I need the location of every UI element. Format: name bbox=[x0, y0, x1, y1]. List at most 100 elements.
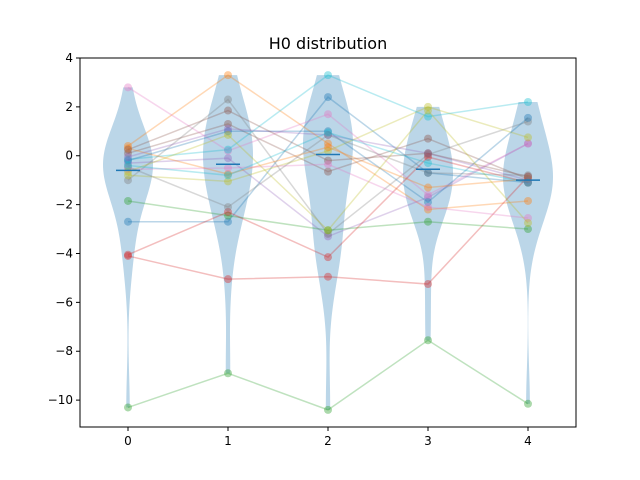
data-point bbox=[324, 128, 332, 137]
y-tick-label: −2 bbox=[55, 198, 73, 212]
series-points bbox=[124, 71, 532, 414]
data-point bbox=[324, 130, 332, 139]
series-line-15 bbox=[127, 109, 529, 178]
y-axis: 4 2 0 −2 −4 −6 −8 −10 bbox=[48, 51, 80, 407]
x-tick-label: 3 bbox=[424, 434, 432, 448]
data-point bbox=[524, 97, 532, 106]
y-tick-label: −6 bbox=[55, 295, 73, 309]
x-tick-label: 2 bbox=[324, 434, 332, 448]
series-line-14 bbox=[127, 128, 529, 181]
data-point bbox=[524, 172, 532, 181]
series-line-3 bbox=[127, 176, 529, 285]
data-point bbox=[124, 167, 132, 176]
series-line-8 bbox=[127, 106, 529, 183]
x-tick-label: 4 bbox=[524, 434, 532, 448]
data-point bbox=[224, 119, 232, 128]
data-point bbox=[324, 143, 332, 152]
data-point bbox=[524, 171, 532, 180]
chart-title: H0 distribution bbox=[269, 34, 387, 53]
data-point bbox=[324, 156, 332, 165]
data-point bbox=[424, 336, 432, 345]
data-point bbox=[324, 146, 332, 155]
data-point bbox=[124, 145, 132, 154]
data-point bbox=[424, 134, 432, 143]
data-point bbox=[424, 112, 432, 121]
data-point bbox=[324, 130, 332, 139]
data-point bbox=[324, 167, 332, 176]
series-line-12 bbox=[127, 200, 529, 232]
data-point bbox=[324, 127, 332, 136]
data-point bbox=[224, 170, 232, 179]
data-point bbox=[524, 174, 532, 183]
series-line-7 bbox=[127, 98, 529, 236]
data-point bbox=[424, 280, 432, 289]
violin-1 bbox=[203, 75, 253, 374]
data-point bbox=[124, 171, 132, 180]
data-point bbox=[424, 190, 432, 199]
data-point bbox=[224, 154, 232, 163]
data-point bbox=[524, 139, 532, 148]
data-point bbox=[524, 117, 532, 126]
data-point bbox=[524, 172, 532, 181]
data-point bbox=[124, 159, 132, 168]
series-line-17 bbox=[127, 134, 529, 208]
data-point bbox=[424, 203, 432, 212]
data-point bbox=[224, 203, 232, 212]
data-point bbox=[424, 150, 432, 159]
data-point bbox=[124, 156, 132, 165]
data-point bbox=[424, 159, 432, 168]
data-point bbox=[424, 217, 432, 226]
data-point bbox=[124, 152, 132, 161]
median-markers bbox=[116, 153, 540, 181]
data-point bbox=[424, 149, 432, 158]
data-point bbox=[224, 124, 232, 133]
data-point bbox=[224, 146, 232, 155]
series-line-10 bbox=[127, 117, 529, 204]
data-point bbox=[324, 71, 332, 80]
data-point bbox=[424, 152, 432, 161]
series-line-16 bbox=[127, 163, 529, 219]
data-point bbox=[324, 229, 332, 238]
data-point bbox=[224, 207, 232, 216]
y-tick-label: −10 bbox=[48, 393, 73, 407]
series-line-1 bbox=[127, 74, 529, 211]
data-point bbox=[224, 130, 232, 139]
data-point bbox=[224, 211, 232, 220]
data-point bbox=[224, 106, 232, 115]
data-point bbox=[324, 226, 332, 235]
data-point bbox=[224, 275, 232, 284]
data-point bbox=[324, 110, 332, 119]
data-point bbox=[524, 218, 532, 227]
data-point bbox=[424, 205, 432, 214]
data-point bbox=[424, 183, 432, 192]
data-point bbox=[124, 176, 132, 185]
data-point bbox=[224, 163, 232, 172]
data-point bbox=[124, 155, 132, 164]
data-point bbox=[324, 93, 332, 102]
y-tick-label: −4 bbox=[55, 246, 73, 260]
data-point bbox=[124, 251, 132, 260]
data-point bbox=[224, 217, 232, 226]
series-line-9 bbox=[127, 74, 529, 161]
data-point bbox=[524, 133, 532, 142]
x-tick-label: 1 bbox=[224, 434, 232, 448]
data-point bbox=[424, 149, 432, 158]
series-line-11 bbox=[127, 146, 529, 189]
data-point bbox=[324, 253, 332, 262]
data-point bbox=[124, 165, 132, 174]
data-point bbox=[324, 139, 332, 148]
y-tick-label: 2 bbox=[65, 100, 73, 114]
data-point bbox=[424, 102, 432, 111]
data-point bbox=[524, 214, 532, 223]
data-point bbox=[224, 95, 232, 104]
data-point bbox=[324, 272, 332, 281]
violin-4 bbox=[503, 101, 553, 404]
data-point bbox=[124, 149, 132, 158]
x-axis: 0 1 2 3 4 bbox=[124, 427, 532, 448]
data-point bbox=[424, 198, 432, 207]
data-point bbox=[124, 83, 132, 92]
series-line-5 bbox=[127, 123, 529, 180]
series-line-19 bbox=[127, 131, 529, 184]
series-line-6 bbox=[127, 86, 529, 196]
